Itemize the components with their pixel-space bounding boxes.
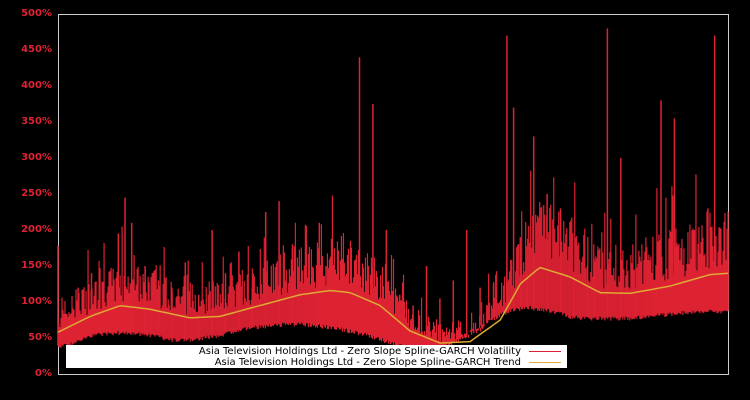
legend-swatch-volatility	[529, 351, 561, 352]
y-tick-label: 450%	[21, 44, 52, 55]
legend-label-volatility: Asia Television Holdings Ltd - Zero Slop…	[198, 346, 521, 357]
legend-item-trend: Asia Television Holdings Ltd - Zero Slop…	[215, 357, 561, 368]
y-tick-label: 500%	[21, 8, 52, 19]
y-tick-label: 300%	[21, 152, 52, 163]
y-tick-label: 400%	[21, 80, 52, 91]
legend-item-volatility: Asia Television Holdings Ltd - Zero Slop…	[199, 346, 561, 357]
trend-series	[57, 266, 729, 344]
volatility-series	[57, 28, 729, 351]
legend-label-trend: Asia Television Holdings Ltd - Zero Slop…	[214, 357, 521, 368]
y-tick-label: 350%	[21, 116, 52, 127]
y-tick-label: 150%	[21, 260, 52, 271]
legend-swatch-trend	[529, 362, 561, 363]
y-tick-label: 100%	[21, 296, 52, 307]
y-tick-label: 200%	[21, 224, 52, 235]
y-tick-label: 0%	[35, 368, 52, 379]
legend: Asia Television Holdings Ltd - Zero Slop…	[66, 345, 567, 368]
y-tick-label: 50%	[28, 332, 52, 343]
y-tick-label: 250%	[21, 188, 52, 199]
